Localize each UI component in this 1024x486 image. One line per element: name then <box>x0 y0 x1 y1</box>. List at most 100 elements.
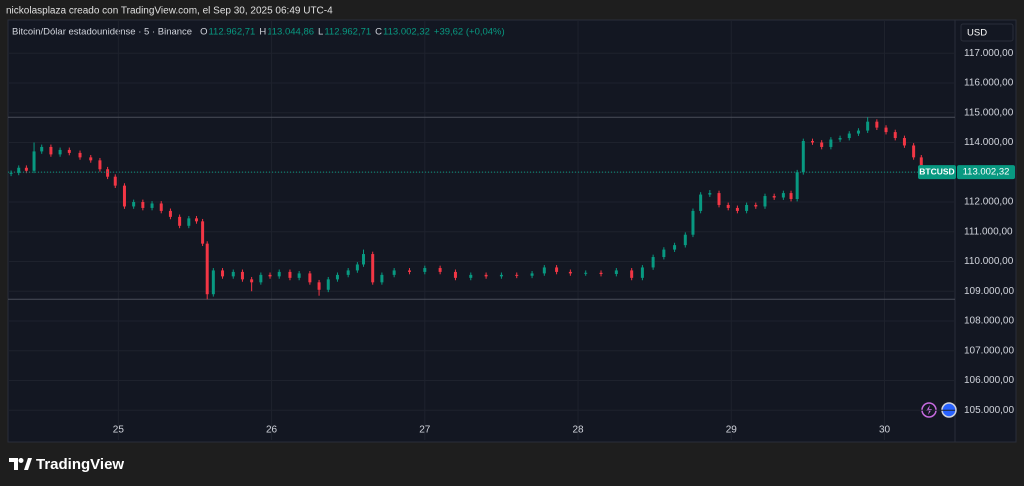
candle-body <box>640 267 644 278</box>
candle-body <box>106 169 110 177</box>
candle-body <box>902 138 906 146</box>
candle-body <box>555 267 559 272</box>
candle-body <box>201 221 205 244</box>
candle-body <box>67 149 71 153</box>
logo-mark <box>9 458 18 470</box>
candle-body <box>168 210 172 217</box>
candle-body <box>122 185 126 207</box>
candle-body <box>847 133 851 139</box>
candle-body <box>89 157 93 161</box>
y-tick-label: 115.000,00 <box>964 107 1014 118</box>
candle-body <box>893 132 897 139</box>
candle-body <box>113 176 117 186</box>
candle-body <box>24 167 28 171</box>
candle-body <box>630 270 634 278</box>
chart-title: Bitcoin/Dólar estadounidense · 5 · Binan… <box>12 27 192 38</box>
candle-body <box>568 271 572 274</box>
candle-body <box>866 121 870 131</box>
candle-body <box>683 234 687 246</box>
candle-body <box>708 193 712 195</box>
candle-body <box>259 274 263 283</box>
candle-body <box>178 216 182 226</box>
candle-body <box>662 249 666 258</box>
candle-body <box>795 172 799 200</box>
price-tag <box>957 165 1015 180</box>
candle-body <box>355 264 359 271</box>
candle-body <box>515 274 519 276</box>
candle-body <box>392 270 396 275</box>
y-tick-label: 108.000,00 <box>964 316 1014 327</box>
header: nickolasplaza creado con TradingView.com… <box>6 6 333 17</box>
candle-body <box>9 172 13 174</box>
candle-body <box>789 193 793 200</box>
candle-body <box>726 204 730 208</box>
candle-body <box>542 267 546 274</box>
candle-body <box>308 273 312 283</box>
candle-body <box>884 127 888 133</box>
currency-box[interactable] <box>960 23 1014 42</box>
candle-body <box>326 279 330 290</box>
candle-body <box>469 274 473 278</box>
candle-body <box>32 151 36 171</box>
candle-body <box>820 142 824 147</box>
candle-body <box>735 207 739 211</box>
candle-body <box>838 138 842 140</box>
candle-body <box>288 271 292 278</box>
candle-body <box>187 218 191 226</box>
symbol-tag <box>918 165 956 180</box>
candle-body <box>159 203 163 211</box>
y-tick-label: 105.000,00 <box>964 405 1014 416</box>
candle-body <box>829 139 833 147</box>
logo <box>9 458 32 470</box>
y-tick-label: 107.000,00 <box>964 345 1014 356</box>
candle-body <box>268 274 272 277</box>
ohlc-value: 113.044,86 <box>267 27 314 38</box>
candle-body <box>317 282 321 290</box>
candle-body <box>530 273 534 276</box>
candle-body <box>673 245 677 250</box>
candle-body <box>599 272 603 274</box>
brand: TradingView <box>36 456 124 473</box>
candle-body <box>231 271 235 277</box>
candle-body <box>362 254 366 265</box>
candle-body <box>250 279 254 283</box>
y-tick-label: 112.000,00 <box>964 197 1014 208</box>
candle-body <box>699 194 703 211</box>
candle-body <box>912 145 916 158</box>
candle-body <box>584 272 588 274</box>
candle-body <box>484 274 488 277</box>
candle-body <box>651 257 655 268</box>
ohlc-label: O <box>200 27 207 38</box>
y-tick-label: 106.000,00 <box>964 375 1014 386</box>
candle-body <box>132 201 136 207</box>
candle-body <box>763 196 767 207</box>
ohlc-value: 112.962,71 <box>324 27 371 38</box>
y-tick-label: 116.000,00 <box>964 78 1014 89</box>
ohlc-value: 112.962,71 <box>208 27 255 38</box>
candle-body <box>346 270 350 275</box>
ohlc-value: 113.002,32 <box>383 27 430 38</box>
change: +39,62 (+0,04%) <box>434 27 505 38</box>
candle-body <box>141 201 145 208</box>
logo-slash <box>24 458 32 470</box>
price-label: 113.002,32 <box>963 167 1010 178</box>
currency[interactable]: USD <box>967 28 987 39</box>
candle-body <box>17 167 21 173</box>
x-tick-label: 29 <box>726 425 738 436</box>
y-tick-label: 109.000,00 <box>964 286 1014 297</box>
candle-body <box>98 160 102 170</box>
candle-body <box>810 141 814 143</box>
candle-body <box>772 196 776 198</box>
candle-body <box>423 268 427 272</box>
x-tick-label: 25 <box>113 425 125 436</box>
y-tick-label: 117.000,00 <box>964 48 1014 59</box>
candle-body <box>211 270 215 295</box>
candle-body <box>614 270 618 274</box>
candle-body <box>371 254 375 283</box>
candle-body <box>754 204 758 207</box>
x-tick-label: 26 <box>266 425 278 436</box>
candle-body <box>240 271 244 280</box>
candle-body <box>297 273 301 278</box>
